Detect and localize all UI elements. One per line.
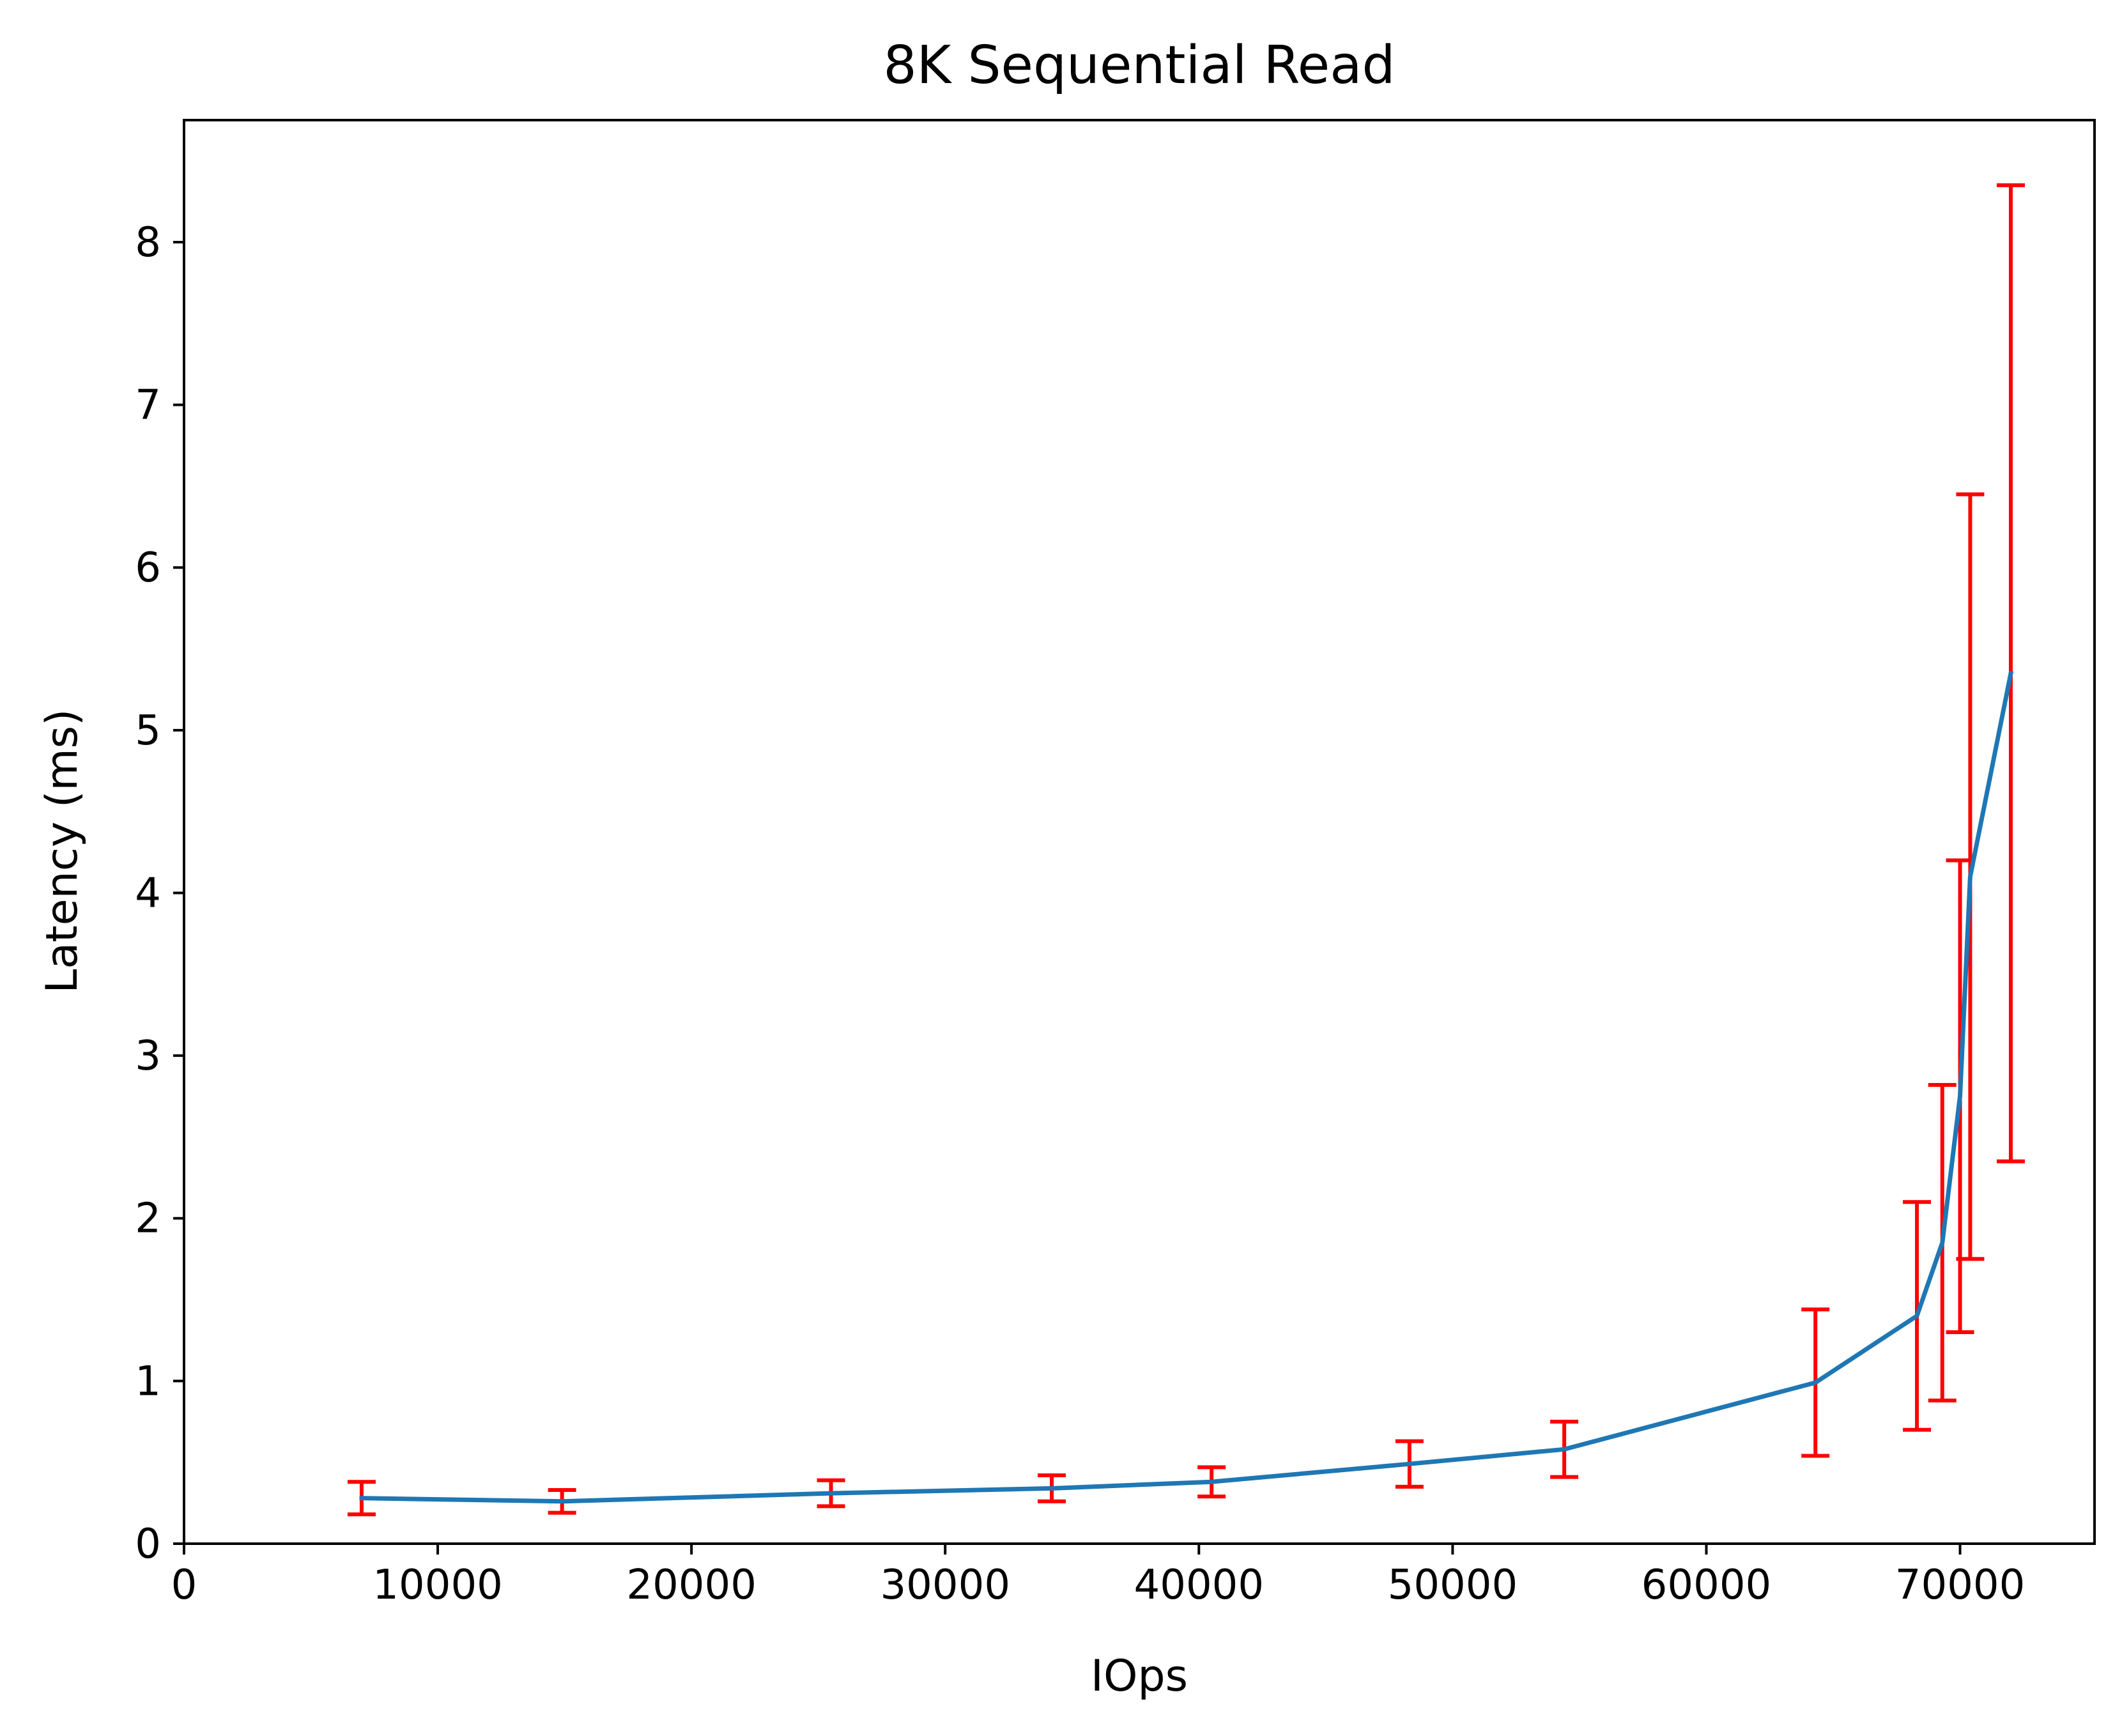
y-tick-label: 3: [135, 1033, 161, 1080]
x-tick-label: 30000: [880, 1562, 1010, 1609]
x-tick-label: 50000: [1388, 1562, 1518, 1609]
x-tick-label: 70000: [1895, 1562, 2026, 1609]
x-tick-label: 20000: [626, 1562, 757, 1609]
y-tick-label: 6: [135, 544, 161, 592]
x-tick-label: 10000: [373, 1562, 503, 1609]
x-tick-label: 40000: [1134, 1562, 1265, 1609]
chart-title: 8K Sequential Read: [883, 35, 1395, 96]
x-axis-label: IOps: [1091, 1651, 1188, 1701]
series-line: [359, 670, 2014, 1504]
x-tick-label: 60000: [1641, 1562, 1772, 1609]
plot-area: 0 10000 20000 30000 40000 50000 60000 70000 0 1 2 3…: [135, 119, 2096, 1609]
plot-frame: [183, 119, 2096, 1545]
y-tick-label: 2: [135, 1195, 161, 1243]
y-tick-label: 0: [135, 1521, 161, 1568]
y-tick-label: 5: [135, 707, 161, 755]
y-tick-label: 7: [135, 382, 161, 429]
y-tick-label: 4: [135, 870, 161, 917]
y-tick-label: 1: [135, 1358, 161, 1405]
y-axis-label: Latency (ms): [37, 709, 88, 993]
y-tick-label: 8: [135, 219, 161, 266]
x-tick-label: 0: [171, 1562, 197, 1609]
